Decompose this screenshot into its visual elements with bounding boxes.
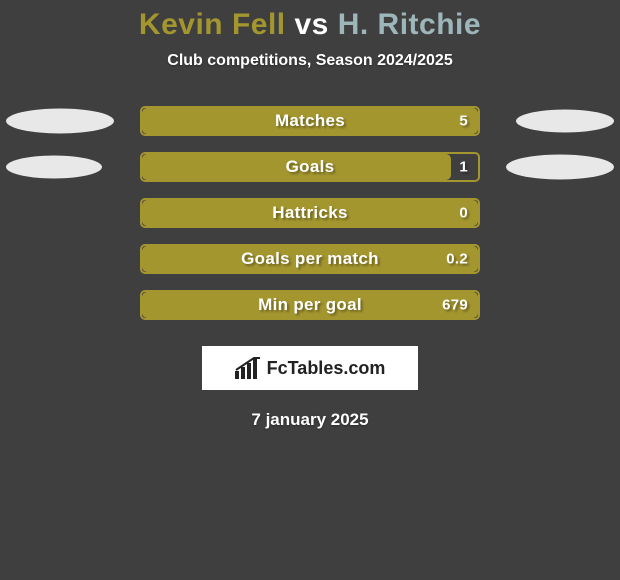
stat-row: Min per goal 679 [0, 290, 620, 320]
stat-bar: Goals per match 0.2 [140, 244, 480, 274]
stat-value: 5 [459, 113, 468, 130]
title-player-right: H. Ritchie [338, 8, 481, 41]
ellipse-left [6, 109, 114, 134]
footer-logo-text: FcTables.com [267, 358, 386, 379]
chart-icon [235, 357, 261, 379]
stat-label: Matches [275, 111, 345, 131]
stat-bar: Min per goal 679 [140, 290, 480, 320]
page-title: Kevin Fell vs H. Ritchie [0, 0, 620, 42]
stat-value: 679 [442, 297, 468, 314]
title-vs: vs [294, 8, 328, 41]
stat-row: Hattricks 0 [0, 198, 620, 228]
stat-label: Goals [286, 157, 335, 177]
stat-value: 0.2 [446, 251, 468, 268]
stat-row: Matches 5 [0, 106, 620, 136]
footer-logo: FcTables.com [202, 346, 418, 390]
stat-label: Goals per match [241, 249, 379, 269]
stat-bar: Goals 1 [140, 152, 480, 182]
subtitle: Club competitions, Season 2024/2025 [0, 52, 620, 70]
stat-row: Goals per match 0.2 [0, 244, 620, 274]
stat-row: Goals 1 [0, 152, 620, 182]
stat-rows: Matches 5 Goals 1 Hattricks 0 Goals per match 0… [0, 106, 620, 320]
ellipse-right [506, 155, 614, 180]
stat-label: Hattricks [272, 203, 347, 223]
stat-bar: Matches 5 [140, 106, 480, 136]
comparison-infographic: Kevin Fell vs H. Ritchie Club competitio… [0, 0, 620, 580]
stat-bar: Hattricks 0 [140, 198, 480, 228]
date-text: 7 january 2025 [0, 410, 620, 430]
stat-value: 1 [459, 159, 468, 176]
stat-label: Min per goal [258, 295, 362, 315]
ellipse-left [6, 156, 102, 179]
ellipse-right [516, 110, 614, 133]
stat-value: 0 [459, 205, 468, 222]
title-player-left: Kevin Fell [139, 8, 286, 41]
